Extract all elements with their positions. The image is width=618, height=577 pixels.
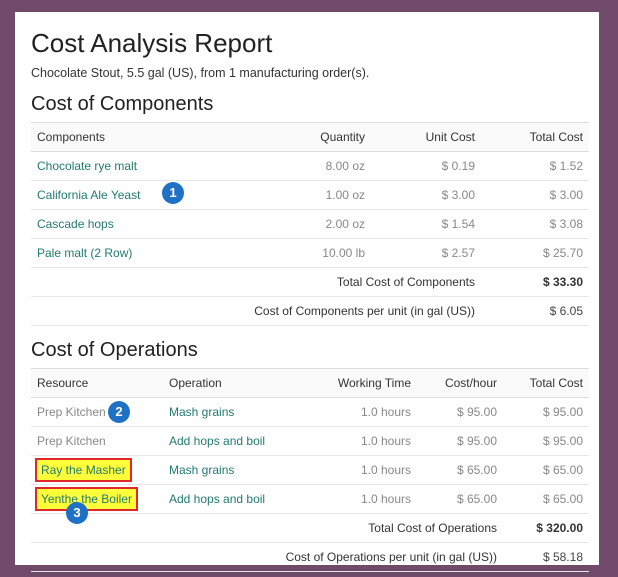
operation-link[interactable]: Mash grains: [163, 397, 293, 427]
unit-cost-cell: $ 0.19: [371, 151, 481, 181]
column-header: Components: [31, 122, 261, 152]
resource-cell: Prep Kitchen: [31, 426, 163, 456]
quantity-cell: 8.00 oz: [261, 151, 371, 181]
cost-hour-cell: $ 65.00: [417, 484, 503, 514]
total-cost-cell: $ 65.00: [503, 484, 589, 514]
column-header: Resource: [31, 368, 163, 398]
unit-cost-cell: $ 2.57: [371, 238, 481, 268]
operation-link[interactable]: Add hops and boil: [163, 484, 293, 514]
quantity-cell: 2.00 oz: [261, 209, 371, 239]
total-cost-cell: $ 65.00: [503, 455, 589, 485]
components-per-unit-row: Cost of Components per unit (in gal (US)…: [31, 296, 589, 326]
callout-badge-2: 2: [108, 401, 130, 423]
table-row: Ray the Masher Mash grains 1.0 hours $ 6…: [31, 455, 589, 485]
column-header: Cost/hour: [417, 368, 503, 398]
component-link[interactable]: Pale malt (2 Row): [31, 238, 261, 268]
column-header: Operation: [163, 368, 293, 398]
table-row: Chocolate rye malt 8.00 oz $ 0.19 $ 1.52: [31, 151, 589, 181]
cost-hour-cell: $ 95.00: [417, 426, 503, 456]
table-row: Cascade hops 2.00 oz $ 1.54 $ 3.08: [31, 209, 589, 239]
total-cost-cell: $ 95.00: [503, 397, 589, 427]
resource-link-highlighted[interactable]: Ray the Masher: [35, 458, 132, 482]
total-cost-cell: $ 1.52: [481, 151, 589, 181]
component-link[interactable]: California Ale Yeast: [31, 180, 261, 210]
working-time-cell: 1.0 hours: [293, 484, 417, 514]
operations-per-unit-value: $ 58.18: [503, 542, 589, 572]
cost-hour-cell: $ 95.00: [417, 397, 503, 427]
operations-per-unit-row: Cost of Operations per unit (in gal (US)…: [31, 542, 589, 572]
resource-link-highlighted[interactable]: Yenthe the Boiler: [35, 487, 138, 511]
operation-link[interactable]: Add hops and boil: [163, 426, 293, 456]
resource-cell-highlighted: Yenthe the Boiler: [31, 484, 163, 514]
working-time-cell: 1.0 hours: [293, 455, 417, 485]
total-operations-value: $ 320.00: [503, 513, 589, 543]
report-title: Cost Analysis Report: [31, 28, 273, 58]
operations-total-row: Total Cost of Operations $ 320.00: [31, 513, 589, 543]
column-header: Quantity: [261, 122, 371, 152]
callout-badge-1: 1: [162, 182, 184, 204]
working-time-cell: 1.0 hours: [293, 397, 417, 427]
table-row: Prep Kitchen Mash grains 1.0 hours $ 95.…: [31, 397, 589, 427]
operations-table: Resource Operation Working Time Cost/hou…: [31, 368, 589, 572]
components-table: Components Quantity Unit Cost Total Cost…: [31, 122, 589, 326]
component-link[interactable]: Chocolate rye malt: [31, 151, 261, 181]
cost-hour-cell: $ 65.00: [417, 455, 503, 485]
components-per-unit-label: Cost of Components per unit (in gal (US)…: [31, 296, 481, 326]
working-time-cell: 1.0 hours: [293, 426, 417, 456]
column-header: Unit Cost: [371, 122, 481, 152]
operations-section-title: Cost of Operations: [31, 339, 198, 361]
component-link[interactable]: Cascade hops: [31, 209, 261, 239]
total-cost-cell: $ 25.70: [481, 238, 589, 268]
column-header: Total Cost: [503, 368, 589, 398]
components-total-row: Total Cost of Components $ 33.30: [31, 267, 589, 297]
total-cost-cell: $ 3.00: [481, 180, 589, 210]
operation-link[interactable]: Mash grains: [163, 455, 293, 485]
unit-cost-cell: $ 1.54: [371, 209, 481, 239]
table-row: Pale malt (2 Row) 10.00 lb $ 2.57 $ 25.7…: [31, 238, 589, 268]
quantity-cell: 1.00 oz: [261, 180, 371, 210]
total-components-label: Total Cost of Components: [261, 267, 481, 297]
operations-header-row: Resource Operation Working Time Cost/hou…: [31, 368, 589, 398]
operations-per-unit-label: Cost of Operations per unit (in gal (US)…: [31, 542, 503, 572]
total-cost-cell: $ 95.00: [503, 426, 589, 456]
total-operations-label: Total Cost of Operations: [293, 513, 503, 543]
report-subtitle: Chocolate Stout, 5.5 gal (US), from 1 ma…: [31, 66, 370, 80]
total-cost-cell: $ 3.08: [481, 209, 589, 239]
column-header: Total Cost: [481, 122, 589, 152]
resource-cell: Prep Kitchen: [31, 397, 163, 427]
unit-cost-cell: $ 3.00: [371, 180, 481, 210]
components-per-unit-value: $ 6.05: [481, 296, 589, 326]
table-row: Prep Kitchen Add hops and boil 1.0 hours…: [31, 426, 589, 456]
table-row: California Ale Yeast 1.00 oz $ 3.00 $ 3.…: [31, 180, 589, 210]
column-header: Working Time: [293, 368, 417, 398]
components-section-title: Cost of Components: [31, 93, 214, 115]
callout-badge-3: 3: [66, 502, 88, 524]
components-header-row: Components Quantity Unit Cost Total Cost: [31, 122, 589, 152]
cost-analysis-report: Cost Analysis Report Chocolate Stout, 5.…: [31, 26, 591, 572]
resource-cell-highlighted: Ray the Masher: [31, 455, 163, 485]
total-components-value: $ 33.30: [481, 267, 589, 297]
table-row: Yenthe the Boiler Add hops and boil 1.0 …: [31, 484, 589, 514]
report-frame: Cost Analysis Report Chocolate Stout, 5.…: [15, 12, 599, 572]
quantity-cell: 10.00 lb: [261, 238, 371, 268]
